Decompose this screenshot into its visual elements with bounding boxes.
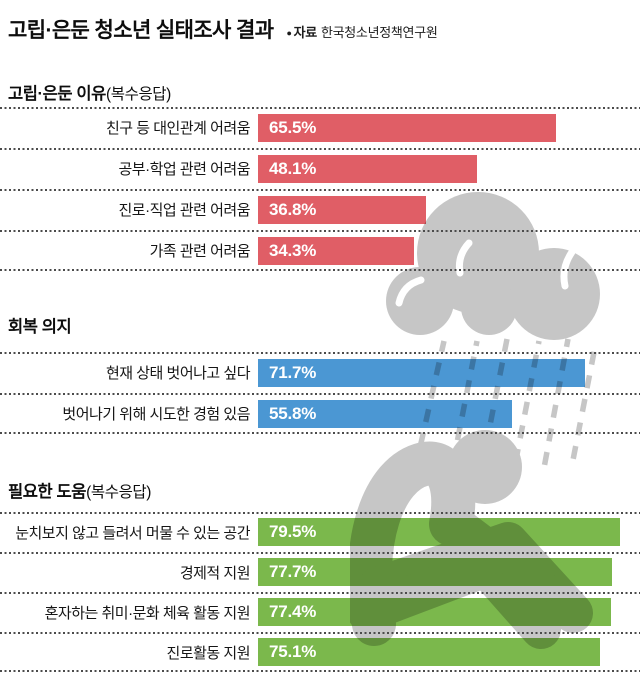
bar: 79.5% (258, 518, 621, 546)
bar: 75.1% (258, 638, 601, 666)
bar-track: 65.5% (258, 113, 640, 142)
category-label: 공부·학업 관련 어려움 (118, 161, 250, 178)
category-label: 혼자하는 취미·문화 체육 활동 지원 (44, 604, 251, 622)
bar: 48.1% (258, 154, 478, 183)
bar-value-label: 65.5% (269, 117, 317, 137)
section-title-bold: 필요한 도움 (8, 483, 87, 501)
bar-track: 71.7% (258, 358, 640, 387)
bar-track: 75.1% (258, 638, 640, 666)
bar-value-label: 79.5% (269, 522, 317, 541)
bar-value-label: 48.1% (269, 158, 317, 178)
section-title-suffix: (복수응답) (105, 86, 171, 103)
bar-value-label: 36.8% (269, 199, 317, 219)
bar-row: 가족 관련 어려움 34.3% (0, 230, 640, 271)
bar-value-label: 75.1% (269, 642, 317, 661)
bar-row: 진로활동 지원 75.1% (0, 632, 640, 672)
bar: 71.7% (258, 358, 585, 387)
bar-value-label: 77.4% (269, 602, 317, 621)
page-title: 고립·은둔 청소년 실태조사 결과 (8, 19, 274, 42)
masthead: 고립·은둔 청소년 실태조사 결과 ● 자료 한국청소년정책연구원 (0, 0, 640, 44)
bar-row: 공부·학업 관련 어려움 48.1% (0, 148, 640, 189)
source-name: 한국청소년정책연구원 (320, 25, 438, 40)
section-title-bold: 고립·은둔 이유 (8, 85, 106, 103)
bar: 77.4% (258, 598, 611, 626)
bar-row: 벗어나기 위해 시도한 경험 있음 55.8% (0, 393, 640, 434)
bar-track: 48.1% (258, 154, 640, 183)
category-label: 경제적 지원 (179, 564, 251, 582)
section-title-help: 필요한 도움(복수응답) (8, 482, 640, 503)
bar-row: 진로·직업 관련 어려움 36.8% (0, 189, 640, 230)
bar-row: 눈치보지 않고 들려서 머물 수 있는 공간 79.5% (0, 512, 640, 552)
bar-value-label: 55.8% (269, 403, 317, 423)
section-title-reasons: 고립·은둔 이유(복수응답) (8, 84, 640, 105)
category-label: 가족 관련 어려움 (149, 243, 251, 260)
cloud-icon (386, 192, 600, 340)
bar: 55.8% (258, 399, 513, 428)
section-title-bold: 회복 의지 (8, 318, 72, 336)
bar-group-help: 눈치보지 않고 들려서 머물 수 있는 공간 79.5% 경제적 지원 77.7… (0, 512, 640, 672)
bar-group-reasons: 친구 등 대인관계 어려움 65.5% 공부·학업 관련 어려움 48.1% 진… (0, 107, 640, 271)
bar-track: 77.4% (258, 598, 640, 626)
section-title-recovery: 회복 의지 (8, 317, 640, 338)
bar-track: 77.7% (258, 558, 640, 586)
category-label: 벗어나기 위해 시도한 경험 있음 (62, 406, 250, 423)
bar-value-label: 71.7% (269, 362, 317, 382)
bar: 65.5% (258, 113, 557, 142)
bar-value-label: 77.7% (269, 562, 317, 581)
section-title-suffix: (복수응답) (86, 484, 152, 501)
bar-row: 혼자하는 취미·문화 체육 활동 지원 77.4% (0, 592, 640, 632)
category-label: 진로활동 지원 (166, 644, 251, 662)
category-label: 진로·직업 관련 어려움 (118, 202, 250, 219)
bar-track: 79.5% (258, 518, 640, 546)
bar-track: 55.8% (258, 399, 640, 428)
category-label: 친구 등 대인관계 어려움 (105, 120, 251, 137)
bar: 34.3% (258, 236, 415, 265)
bar-track: 36.8% (258, 195, 640, 224)
bar-value-label: 34.3% (269, 240, 317, 260)
bullet-icon: ● (286, 28, 292, 38)
bar-row: 경제적 지원 77.7% (0, 552, 640, 592)
bar-row: 현재 상태 벗어나고 싶다 71.7% (0, 352, 640, 393)
category-label: 현재 상태 벗어나고 싶다 (105, 365, 251, 382)
data-source: ● 자료 한국청소년정책연구원 (286, 22, 437, 41)
bar: 77.7% (258, 558, 612, 586)
bar-row: 친구 등 대인관계 어려움 65.5% (0, 107, 640, 148)
bar: 36.8% (258, 195, 426, 224)
bar-track: 34.3% (258, 236, 640, 265)
source-label: 자료 (293, 25, 318, 40)
category-label: 눈치보지 않고 들려서 머물 수 있는 공간 (15, 524, 250, 542)
bar-group-recovery: 현재 상태 벗어나고 싶다 71.7% 벗어나기 위해 시도한 경험 있음 55… (0, 352, 640, 434)
